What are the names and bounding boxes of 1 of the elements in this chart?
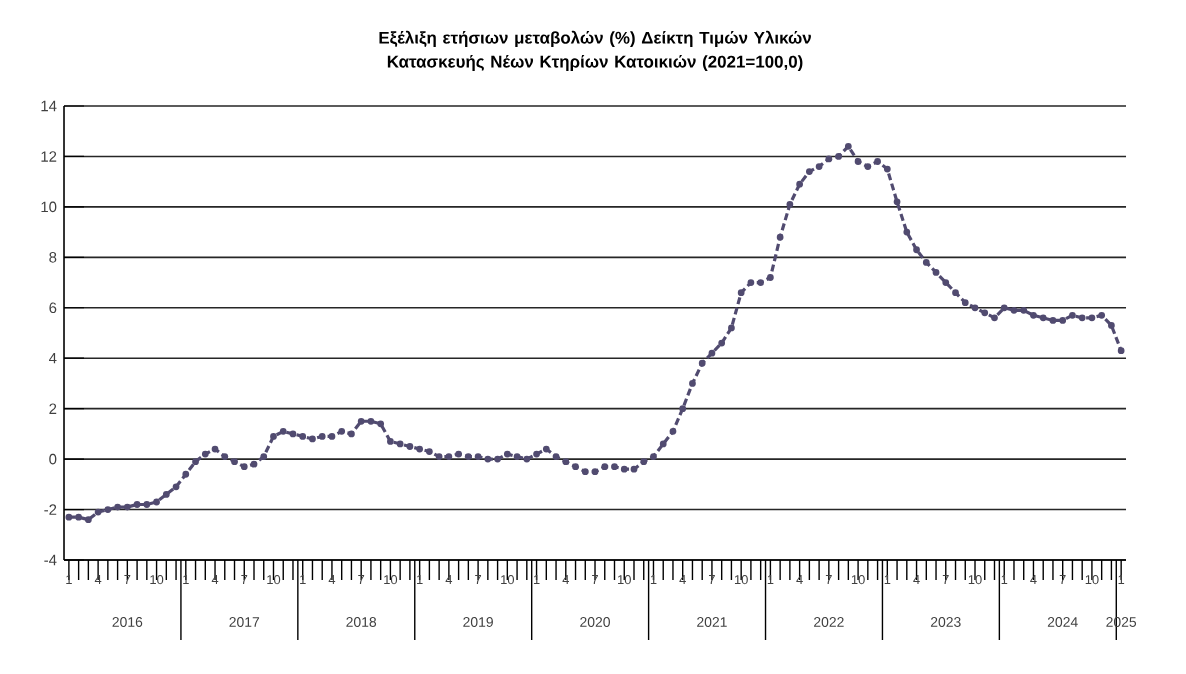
- chart-title: Εξέλιξη ετήσιων μεταβολών (%) Δείκτη Τιμών Υλικών Κατασκευής Νέων Κτηρίων Κατοικιών (2021=100,0): [379, 30, 811, 71]
